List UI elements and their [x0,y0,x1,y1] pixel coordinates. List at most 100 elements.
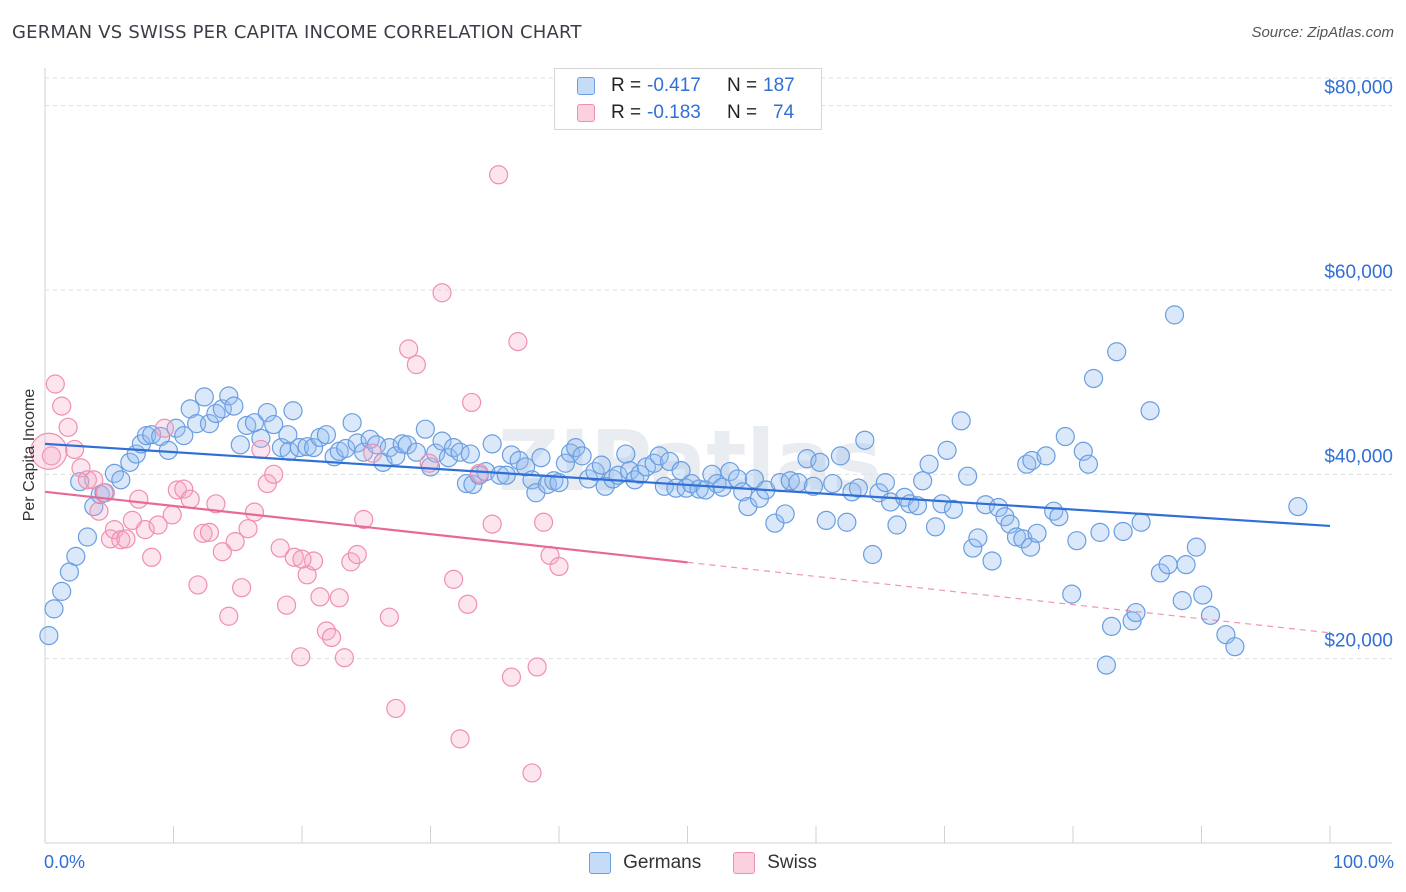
germans-point [1107,342,1127,362]
r-label: R = [611,102,642,123]
swiss-point [276,595,297,615]
chart-title: GERMAN VS SWISS PER CAPITA INCOME CORREL… [12,22,582,43]
germans-point [199,414,220,434]
germans-point [555,453,576,473]
legend-item-germans[interactable]: Germans [589,852,701,874]
swiss-point [284,547,304,567]
n-value: 187 [763,75,795,96]
germans-point [572,446,592,466]
germans-point [166,418,186,438]
germans-point [862,544,883,565]
swiss-point [527,657,547,677]
swiss-point [162,505,182,525]
germans-point [1096,655,1117,675]
series-legend: Germans Swiss [0,852,1406,874]
swiss-point [347,544,367,565]
germans-point [1158,555,1178,575]
germans-point [1225,637,1245,657]
germans-point [1027,523,1047,543]
germans-point [289,437,310,458]
swiss-point [64,439,85,460]
swiss-point [270,538,290,558]
germans-point [52,581,72,601]
swiss-point [84,470,104,490]
germans-point [482,434,502,454]
germans-point [66,546,86,566]
swiss-point [450,729,470,749]
germans-point [810,452,830,472]
swiss-point [174,479,194,499]
y-tick-label: $80,000 [1324,78,1393,99]
germans-point [943,499,964,519]
y-tick-label: $40,000 [1324,446,1393,467]
swiss-point [508,332,528,352]
swiss-point [206,494,226,514]
germans-point [406,442,426,462]
germans-point [70,472,90,492]
legend-item-swiss[interactable]: Swiss [733,852,817,874]
legend-label-swiss: Swiss [767,852,817,873]
germans-point [1022,450,1042,471]
germans-point [855,430,875,450]
germans-point [549,473,569,493]
r-value: -0.183 [647,102,701,123]
germans-point [1176,555,1196,575]
correlation-legend: R = -0.417 N = 187 R = -0.183 N = 74 [554,68,822,130]
germans-point [1288,496,1308,517]
germans-point [1067,531,1087,551]
swiss-point [316,621,337,641]
germans-point [875,473,895,493]
swiss-point [444,569,464,589]
germans-point [174,426,194,446]
germans-point [438,448,459,468]
legend-row-germans: R = -0.417 N = 187 [577,73,803,99]
germans-point [595,476,615,496]
germans-point [1172,590,1192,611]
swiss-point [116,529,136,549]
germans-point [1062,584,1082,604]
germans-point [194,387,214,407]
swiss-point [41,446,62,466]
germans-point [415,419,435,439]
swiss-point [310,587,330,607]
swiss-point [219,606,239,626]
swiss-point [489,165,509,185]
swiss-point [549,556,569,577]
germans-point [237,415,257,436]
germans-point [937,440,957,460]
germans-point [1140,401,1160,421]
germans-point [1186,537,1206,557]
germans-point [111,470,131,490]
germans-point [630,464,650,484]
swiss-point [212,542,232,562]
germans-point [531,448,551,468]
germans-point [1113,521,1133,542]
x-tick-left: 0.0% [44,852,86,872]
germans-point [283,401,303,421]
germans-point [775,504,795,524]
germans-point [887,515,907,535]
swiss-swatch [577,104,595,122]
swiss-trend-line-extension [687,561,1331,634]
swiss-point [354,509,374,530]
germans-point [823,473,843,494]
germans-point [797,449,817,469]
germans-point [919,454,939,474]
germans-point [336,438,356,459]
y-tick-label: $20,000 [1324,631,1393,652]
swiss-point [386,698,406,719]
germans-point [968,528,988,548]
germans-point [278,425,298,445]
y-axis-label: Per Capita Income [21,388,38,522]
germans-point [720,461,740,482]
germans-point [780,471,800,491]
swiss-point [251,439,271,460]
swiss-point [458,594,478,614]
swiss-point [329,588,349,608]
germans-point [316,425,337,445]
germans-point [460,444,480,464]
swiss-trend-line [44,490,688,564]
swiss-point [188,575,208,595]
swiss-point [135,520,155,540]
swiss-point [199,522,220,542]
